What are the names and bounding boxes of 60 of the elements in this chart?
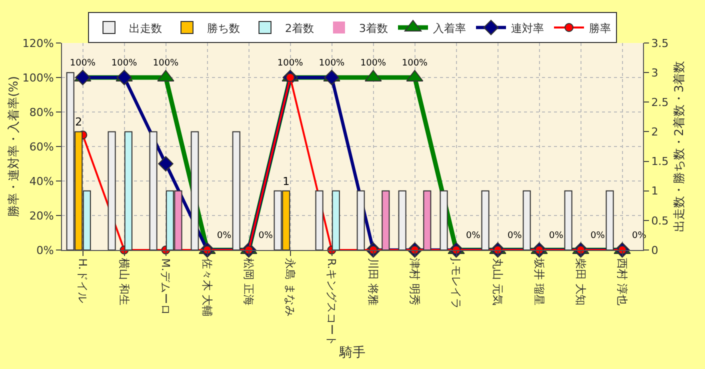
y-tick-label: 40%	[29, 174, 54, 188]
x-tick-label: 津村 明秀	[408, 258, 422, 306]
legend-label: 出走数	[129, 22, 162, 35]
legend-label: 2着数	[285, 22, 314, 35]
y2-tick-label: 0	[651, 244, 658, 257]
y2-tick-label: 2.5	[651, 96, 669, 109]
x-tick-label: 永島 まなみ	[284, 258, 297, 317]
x-tick-label: 丸山 元気	[491, 258, 504, 306]
y-tick-label: 120%	[22, 36, 54, 50]
point	[158, 156, 174, 172]
data-label: 0%	[258, 231, 274, 241]
legend-label: 3着数	[359, 22, 388, 35]
y-tick-label: 20%	[29, 209, 54, 222]
x-tick-label: H.ドイル	[76, 258, 90, 303]
x-tick-label: 佐々木 大輔	[200, 258, 214, 317]
y-tick-label: 100%	[22, 71, 54, 84]
y-tick-label: 0%	[36, 244, 54, 257]
y2-tick-label: 2	[651, 126, 658, 139]
y2-tick-label: 1	[651, 184, 658, 198]
data-label: 100%	[277, 58, 304, 68]
legend-label: 入着率	[433, 22, 466, 35]
data-label: 0%	[508, 231, 522, 241]
bar	[108, 131, 116, 250]
x-tick-label: M.デムーロ	[159, 258, 172, 316]
y2-tick-label: 1.5	[651, 155, 669, 168]
x-tick-label: 松岡 正海	[242, 258, 256, 306]
point	[324, 70, 340, 86]
x-tick-label: 川田 将雅	[366, 258, 380, 306]
data-label: 100%	[70, 58, 96, 68]
y2-tick-label: 3.5	[651, 36, 669, 50]
x-tick-label: 西村 淳也	[616, 258, 629, 306]
data-label: 2	[75, 116, 82, 129]
data-label: 0%	[466, 231, 481, 241]
y2-axis-title: 出走数・勝ち数・2着数・3着数	[672, 60, 686, 232]
data-label: 100%	[111, 58, 138, 68]
data-label: 100%	[402, 58, 428, 68]
y2-tick-label: 0.5	[651, 214, 669, 228]
bar	[315, 190, 324, 250]
data-label: 100%	[318, 58, 346, 68]
data-label: 0%	[217, 231, 232, 241]
x-tick-label: 柴田 大知	[574, 258, 588, 306]
x-tick-label: 横山 和生	[118, 258, 131, 306]
legend-label: 勝ち数	[207, 22, 240, 35]
y2-tick-label: 3	[651, 66, 658, 80]
data-label: 100%	[152, 58, 180, 68]
point	[75, 70, 90, 86]
x-tick-label: R.キングスコート	[325, 258, 338, 346]
data-label: 0%	[549, 231, 564, 241]
x-tick-label: J.モレイラ	[450, 257, 463, 309]
y-tick-label: 60%	[29, 140, 54, 154]
data-label: 100%	[360, 58, 387, 68]
point	[116, 70, 132, 86]
y-tick-label: 80%	[29, 106, 54, 119]
data-label: 1	[282, 174, 290, 188]
y-axis-title: 勝率・連対率・入着率(%)	[6, 76, 20, 217]
legend-label: 連対率	[511, 22, 544, 35]
legend-label: 勝率	[589, 22, 611, 35]
x-tick-label: 坂井 瑠星	[532, 257, 546, 306]
data-label: 0%	[590, 231, 606, 241]
x-axis-title: 騎手	[338, 346, 366, 361]
